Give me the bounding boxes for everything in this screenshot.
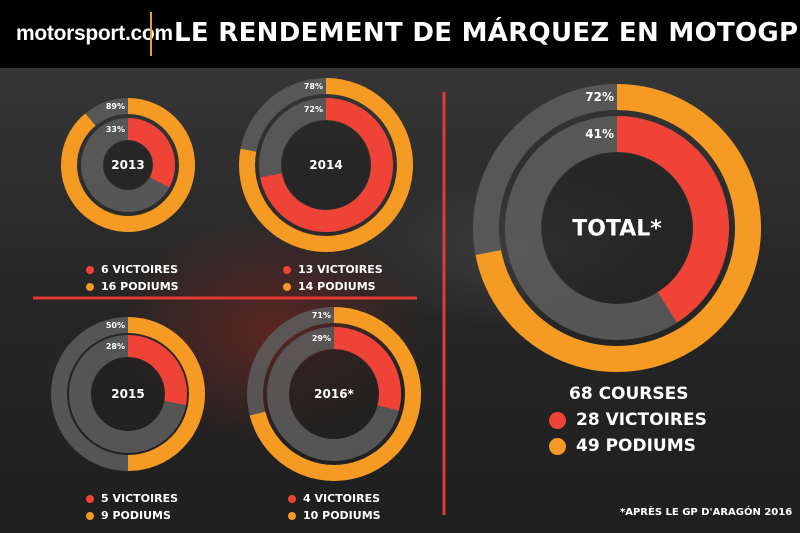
podiums-arc	[61, 98, 195, 232]
podiums-percent-label: 78%	[304, 82, 323, 91]
victoires-legend-dot	[288, 494, 296, 503]
podiums-arc	[249, 307, 421, 481]
header-divider	[150, 12, 152, 56]
podiums-legend-dot	[283, 282, 291, 291]
donut-center-title: 2015	[111, 387, 144, 401]
legend-victoires-total: 28 VICTOIRES	[576, 410, 707, 430]
podiums-legend-dot	[86, 282, 94, 291]
legend-2015: 5 VICTOIRES 9 PODIUMS	[86, 490, 178, 524]
podiums-percent-label: 89%	[106, 102, 125, 111]
donut-center-disc	[92, 358, 164, 430]
motorsport-logo[interactable]: motorsport.com	[16, 22, 173, 46]
donut-center-disc	[104, 141, 152, 189]
legend-podiums-2015: 9 PODIUMS	[101, 509, 171, 522]
donut-center-disc	[282, 121, 370, 209]
donut-chart-1: 89% 33% 2013	[61, 98, 195, 232]
legend-victoires-2013: 6 VICTOIRES	[101, 263, 179, 276]
legend-courses-total: 68 COURSES	[569, 384, 689, 404]
donut-center-disc	[290, 350, 378, 438]
podiums-percent-label: 71%	[312, 311, 331, 320]
donut-center-title: 2016*	[314, 387, 354, 401]
donut-chart-4: 71% 29% 2016*	[247, 307, 421, 481]
legend-2013: 6 VICTOIRES 16 PODIUMS	[86, 261, 179, 295]
victoires-legend-dot	[86, 494, 94, 503]
podiums-arc	[475, 84, 761, 372]
victoires-percent-label: 33%	[106, 125, 125, 134]
victoires-arc	[127, 335, 187, 406]
legend-2016: 4 VICTOIRES 10 PODIUMS	[288, 490, 381, 524]
victoires-legend-dot	[283, 265, 291, 274]
victoires-percent-label: 28%	[106, 342, 125, 351]
header-bar: motorsport.com LE RENDEMENT DE MÁRQUEZ E…	[0, 0, 800, 68]
podiums-percent-label: 50%	[106, 321, 125, 330]
legend-victoires-2015: 5 VICTOIRES	[101, 492, 179, 505]
logo-text: motorsport.com	[16, 22, 173, 45]
victoires-percent-label: 29%	[312, 334, 331, 343]
victoires-arc	[127, 118, 175, 188]
page-title: LE RENDEMENT DE MÁRQUEZ EN MOTOGP	[174, 18, 799, 48]
donut-center-title: 2014	[309, 158, 342, 172]
legend-podiums-total: 49 PODIUMS	[576, 436, 696, 456]
podiums-percent-label: 72%	[585, 90, 614, 104]
podiums-arc	[239, 78, 413, 252]
legend-victoires-2014: 13 VICTOIRES	[298, 263, 383, 276]
legend-podiums-2016: 10 PODIUMS	[303, 509, 381, 522]
victoires-arc	[333, 327, 401, 411]
victoires-arc	[616, 116, 729, 323]
podiums-legend-dot	[549, 437, 566, 455]
legend-total: 68 COURSES 28 VICTOIRES 49 PODIUMS	[549, 381, 707, 459]
donut-chart-3: 50% 28% 2015	[51, 317, 205, 471]
legend-podiums-2014: 14 PODIUMS	[298, 280, 376, 293]
victoires-arc	[260, 98, 393, 232]
victoires-legend-dot	[86, 265, 94, 274]
donut-center-disc	[542, 153, 692, 303]
donut-center-title: 2013	[111, 158, 144, 172]
podiums-arc	[127, 317, 205, 471]
victoires-percent-label: 72%	[304, 105, 323, 114]
footnote: *APRÈS LE GP D'ARAGÓN 2016	[620, 507, 793, 518]
victoires-percent-label: 41%	[585, 127, 614, 141]
legend-podiums-2013: 16 PODIUMS	[101, 280, 179, 293]
donut-chart-5: 72% 41% TOTAL*	[473, 84, 761, 372]
podiums-legend-dot	[288, 511, 296, 520]
legend-2014: 13 VICTOIRES 14 PODIUMS	[283, 261, 383, 295]
donut-chart-2: 78% 72% 2014	[239, 78, 413, 252]
legend-victoires-2016: 4 VICTOIRES	[303, 492, 381, 505]
donut-center-title: TOTAL*	[572, 217, 662, 242]
victoires-legend-dot	[549, 411, 566, 429]
podiums-legend-dot	[86, 511, 94, 520]
